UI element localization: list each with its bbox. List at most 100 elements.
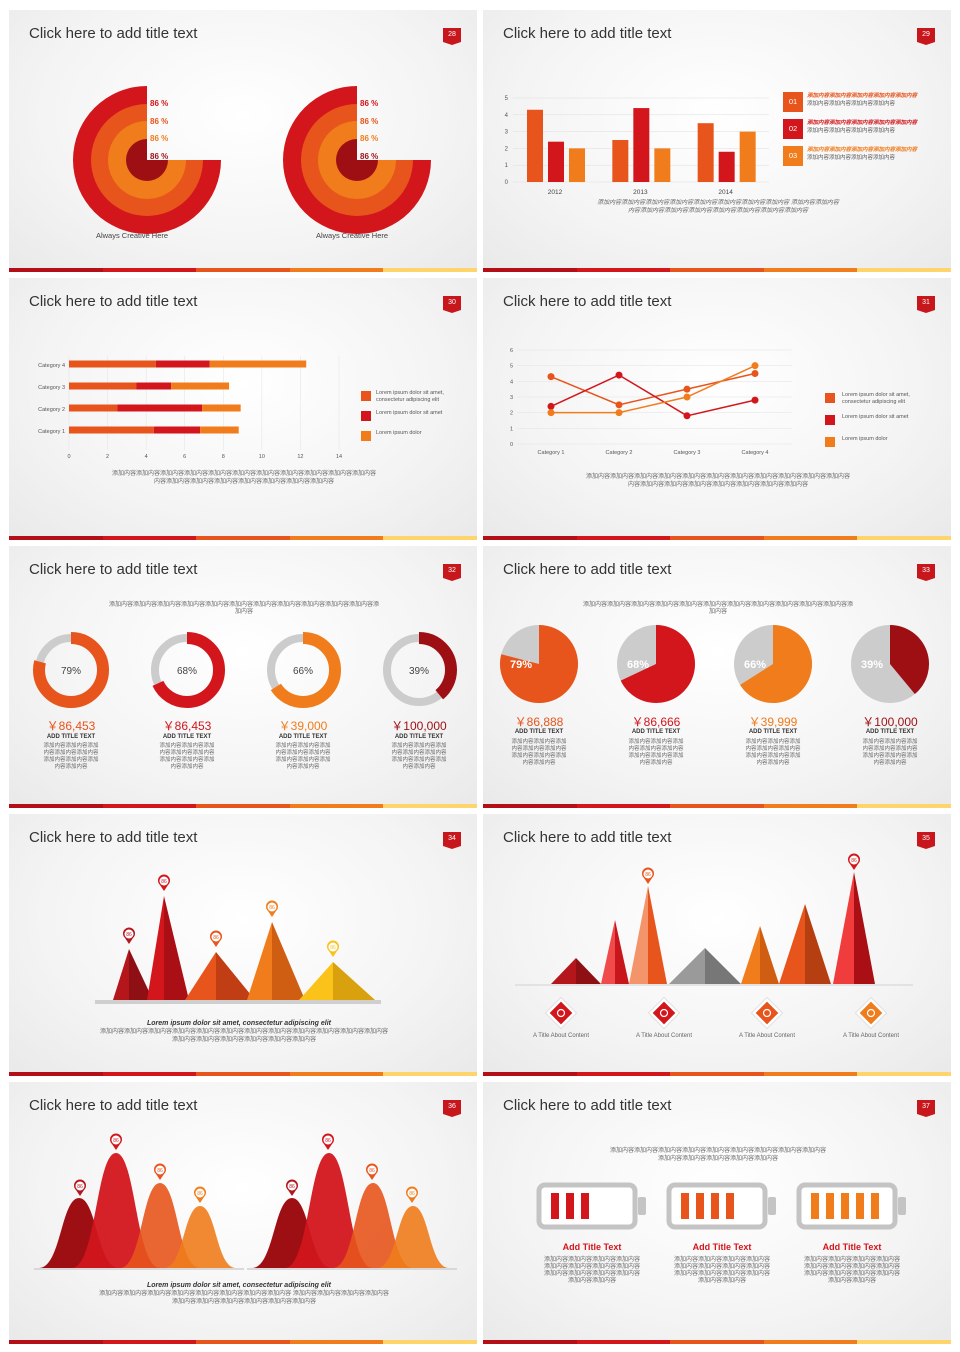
slide-title[interactable]: Click here to add title text [29,1097,198,1114]
slide-number-badge: 36 [443,1100,461,1117]
x-tick-label: 8 [222,454,225,460]
pin-face [367,1165,377,1175]
x-tick-label: 0 [67,454,70,460]
pin-face [407,1188,417,1198]
slide-number-badge: 32 [443,564,461,581]
battery-cell [871,1193,879,1219]
pin-face [849,855,859,865]
legend-swatch [361,411,371,421]
chart-legend: Lorem ipsum dolor sit amet, consectetur … [361,390,471,450]
battery-cell [811,1193,819,1219]
battery-cell [841,1193,849,1219]
y-tick-label: 0 [505,180,509,186]
ring-arc-4 [126,139,168,181]
slide-title[interactable]: Click here to add title text [29,293,198,310]
slide-number-badge: 28 [443,28,461,45]
amount-value: ￥100,000 [862,715,918,729]
bottom-color-bar [483,804,951,808]
pin-face [643,869,653,879]
donut-arc [265,632,341,708]
caption-line-2: 添加内容添加内容添加内容添加内容添加内容添加内容 [171,1037,316,1043]
bar-segment [136,382,172,390]
caption-line-1: 添加内容添加内容添加内容添加内容添加内容添加内容添加内容添加内容添加内容添加内容… [111,471,376,477]
slide-title[interactable]: Click here to add title text [29,561,198,578]
donut-arc [149,632,225,708]
y-tick-label: 2 [510,411,513,417]
bar-segment [69,426,154,434]
bar-segment [117,404,203,412]
bar-segment [69,360,156,368]
bell-curve [285,1153,373,1268]
quarter-rings-chart: 86 % 86 % 86 % 86 % 86 % 86 % 86 % 86 % [73,86,431,234]
bottom-color-bar [483,536,951,540]
item-description: 添加内容添加内容添加内容添加内容添加内容添加内容添加内容添加内容添加内容添加内容… [803,1257,900,1284]
slide-title[interactable]: Click here to add title text [503,829,672,846]
bar-segment [69,382,137,390]
caption-line-1: 添加内容添加内容添加内容添加内容添加内容添加内容添加内容添加内容添加内容添加内容… [585,474,850,480]
bold-caption: Lorem ipsum dolor sit amet, consectetur … [147,1282,331,1289]
bell-curve [377,1206,449,1268]
peak-right-face [760,926,779,984]
slide-28: Click here to add title text 28 86 % 86 %… [9,10,477,272]
pie-label: 39% [861,659,883,671]
amount-value: ￥86,666 [631,715,681,729]
caption-line-2: 内容添加内容添加内容添加内容添加内容添加内容添加内容添加内容 [153,479,334,485]
pin-face [323,1135,333,1145]
ring-label: 86 % [150,99,168,108]
slide-36: Click here to add title text 36 86 86 86 86… [9,1082,477,1344]
y-tick-label: 1 [505,163,509,169]
legend-text: 添加内容添加内容添加内容添加内容 [807,155,896,161]
bottom-color-bar [9,536,477,540]
bar [654,148,671,182]
bottom-color-bar [9,804,477,808]
bar [548,141,564,182]
y-tick-label: 5 [510,364,513,370]
item-description: 添加内容添加内容添加内容添加内容添加内容添加内容添加内容添加内容添加内容 [862,739,918,766]
slide-number-badge: 30 [443,296,461,313]
slide-title[interactable]: Click here to add title text [503,561,672,578]
data-point [751,396,759,404]
top-caption-2: 添加内容添加内容添加内容添加内容添加内容 [657,1156,778,1162]
x-tick-label: Category 4 [742,450,769,456]
caption-line-2: 内容添加内容添加内容添加内容添加内容添加内容添加内容添加内容 [627,208,808,214]
slide-29: Click here to add title text 29 0 1 2 3 4 5 20… [483,10,951,272]
pie-charts: 79% 68% 66% 39% [500,625,929,703]
slide-33: Click here to add title text 33 添加内容添加内容… [483,546,951,808]
feature-icon [762,1008,772,1018]
bell-curve [333,1183,413,1268]
slide-title[interactable]: Click here to add title text [503,293,672,310]
legend-number: 03 [783,146,803,166]
y-tick-label: 4 [505,113,509,119]
slide-32: Click here to add title text 32 添加内容添加内容… [9,546,477,808]
pin-label: 86 [269,905,275,911]
slide-number-badge: 31 [917,296,935,313]
caption-line-1: 添加内容添加内容添加内容添加内容添加内容添加内容添加内容添加内容 添加内容添加内… [99,1291,389,1297]
slide-number-badge: 35 [917,832,935,849]
bar [697,123,714,182]
slide-title[interactable]: Click here to add title text [503,1097,672,1114]
peak-left-face [779,904,805,984]
icon-caption: A Title About Content [532,1033,590,1039]
data-point [615,409,623,417]
data-point [683,385,691,393]
x-tick-label: Category 3 [674,450,701,456]
bar-segment [69,404,118,412]
pin-label: 86 [645,872,651,878]
pin-face [195,1188,205,1198]
slide-title[interactable]: Click here to add title text [29,829,198,846]
item-title: Add Title Text [562,1242,622,1252]
slide-title[interactable]: Click here to add title text [503,25,672,42]
legend-item: Lorem ipsum dolor [361,430,471,450]
data-point [751,370,759,377]
peak-left-face [833,872,854,984]
battery-cell [581,1193,589,1219]
y-tick-label: 1 [510,426,513,432]
x-tick-label: 2012 [548,189,563,196]
peak-right-face [648,886,667,984]
caption-line-1: 添加内容添加内容添加内容添加内容添加内容添加内容添加内容添加内容添加内容添加内容… [99,1029,388,1035]
donut-label: 79% [61,666,81,677]
peak-left-face [669,948,705,984]
legend-text-highlight: 添加内容添加内容添加内容添加内容添加内容 [807,93,918,99]
slide-title[interactable]: Click here to add title text [29,25,198,42]
amount-value: ￥39,000 [278,719,328,733]
